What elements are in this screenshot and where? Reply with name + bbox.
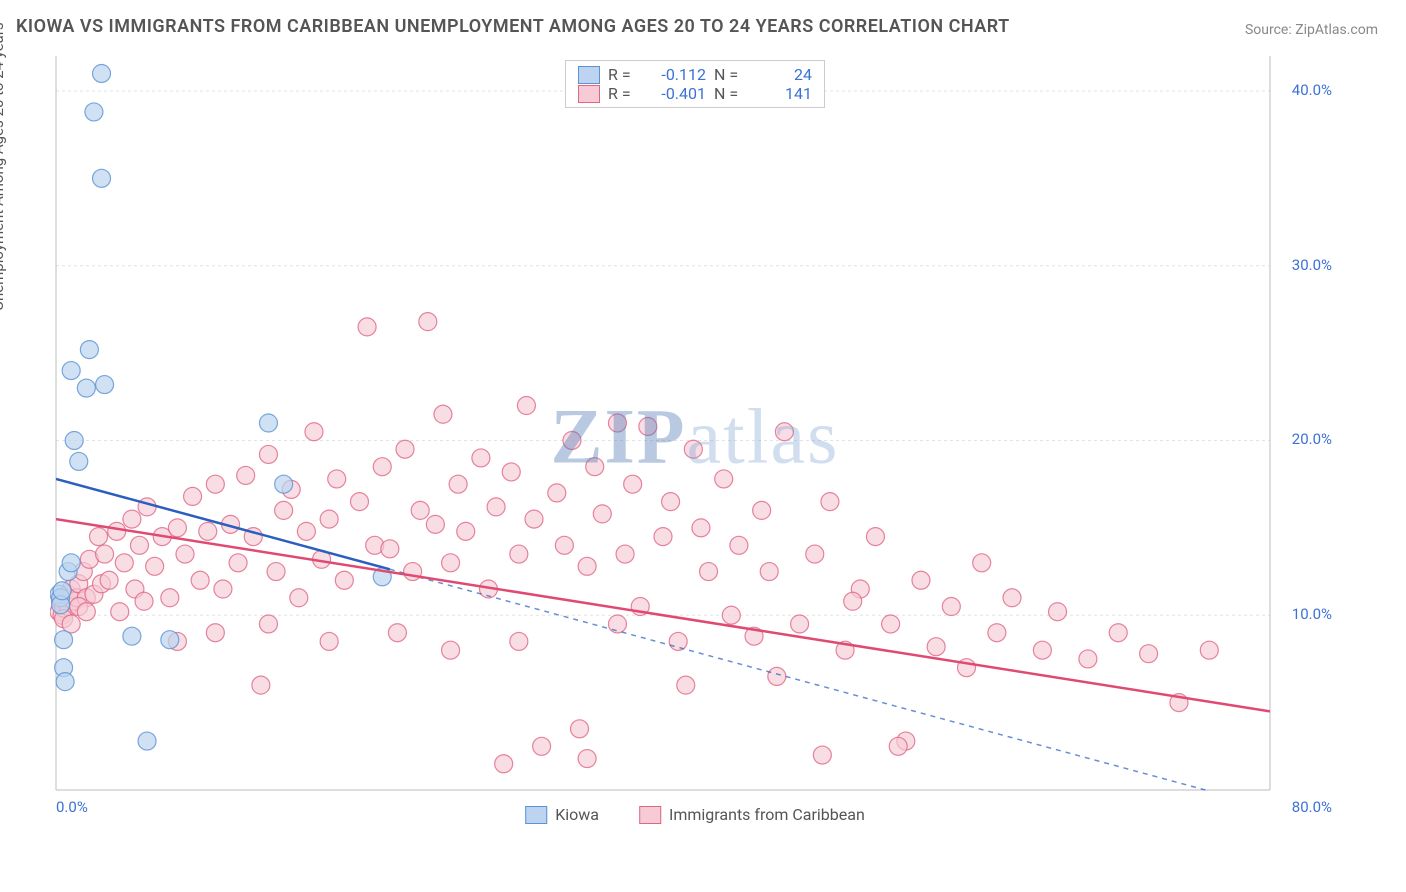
legend-label-caribbean: Immigrants from Caribbean xyxy=(669,805,865,824)
r-label: R = xyxy=(608,65,638,84)
x-tick-label: 80.0% xyxy=(1292,798,1332,816)
legend-item-kiowa: Kiowa xyxy=(525,805,599,824)
legend-swatch-kiowa xyxy=(578,66,600,84)
scatter-chart xyxy=(50,56,1340,826)
legend-label-kiowa: Kiowa xyxy=(555,805,599,824)
y-tick-label: 10.0% xyxy=(1292,605,1332,623)
legend-swatch-kiowa xyxy=(525,806,547,824)
y-tick-label: 20.0% xyxy=(1292,430,1332,448)
chart-title: KIOWA VS IMMIGRANTS FROM CARIBBEAN UNEMP… xyxy=(16,16,1010,37)
x-tick-label: 0.0% xyxy=(56,798,88,816)
y-axis-label: Unemployment Among Ages 20 to 24 years xyxy=(0,22,7,310)
r-value-kiowa: -0.112 xyxy=(646,65,706,84)
r-value-caribbean: -0.401 xyxy=(646,84,706,103)
series-legend: Kiowa Immigrants from Caribbean xyxy=(525,805,865,824)
legend-swatch-caribbean xyxy=(639,806,661,824)
source-attribution: Source: ZipAtlas.com xyxy=(1245,22,1378,38)
n-label: N = xyxy=(714,84,744,103)
legend-row-caribbean: R = -0.401 N = 141 xyxy=(578,84,812,103)
y-tick-label: 30.0% xyxy=(1292,256,1332,274)
n-value-caribbean: 141 xyxy=(752,84,812,103)
legend-item-caribbean: Immigrants from Caribbean xyxy=(639,805,865,824)
n-label: N = xyxy=(714,65,744,84)
r-label: R = xyxy=(608,84,638,103)
chart-area: ZIPatlas R = -0.112 N = 24 R = -0.401 N … xyxy=(50,56,1340,826)
legend-row-kiowa: R = -0.112 N = 24 xyxy=(578,65,812,84)
correlation-legend: R = -0.112 N = 24 R = -0.401 N = 141 xyxy=(565,60,825,108)
y-tick-label: 40.0% xyxy=(1292,81,1332,99)
legend-swatch-caribbean xyxy=(578,85,600,103)
n-value-kiowa: 24 xyxy=(752,65,812,84)
